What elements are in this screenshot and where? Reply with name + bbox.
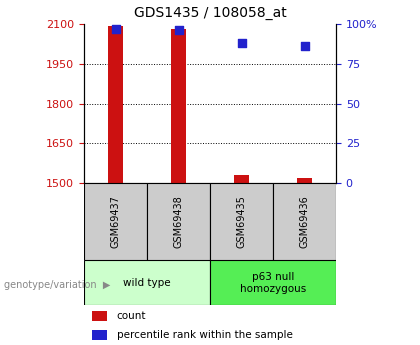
Text: GSM69435: GSM69435 [236, 195, 247, 248]
Bar [84, 183, 147, 260]
Bar [210, 183, 273, 260]
Text: percentile rank within the sample: percentile rank within the sample [117, 330, 293, 340]
Text: genotype/variation  ▶: genotype/variation ▶ [4, 280, 110, 289]
Point [301, 43, 308, 49]
Point [112, 26, 119, 32]
Title: GDS1435 / 108058_at: GDS1435 / 108058_at [134, 6, 286, 20]
Bar [234, 175, 249, 183]
Bar [147, 183, 210, 260]
Text: GSM69437: GSM69437 [110, 195, 121, 248]
Text: p63 null
homozygous: p63 null homozygous [240, 272, 306, 294]
Bar [84, 260, 210, 305]
Text: count: count [117, 311, 146, 321]
Bar [210, 260, 336, 305]
Bar [273, 183, 336, 260]
Bar [108, 26, 123, 183]
Text: GSM69438: GSM69438 [173, 195, 184, 248]
Bar [92, 330, 107, 341]
Bar [92, 311, 107, 322]
Bar [297, 178, 312, 183]
Point [238, 40, 245, 46]
Point [175, 28, 182, 33]
Text: GSM69436: GSM69436 [299, 195, 310, 248]
Bar [171, 29, 186, 183]
Text: wild type: wild type [123, 278, 171, 288]
